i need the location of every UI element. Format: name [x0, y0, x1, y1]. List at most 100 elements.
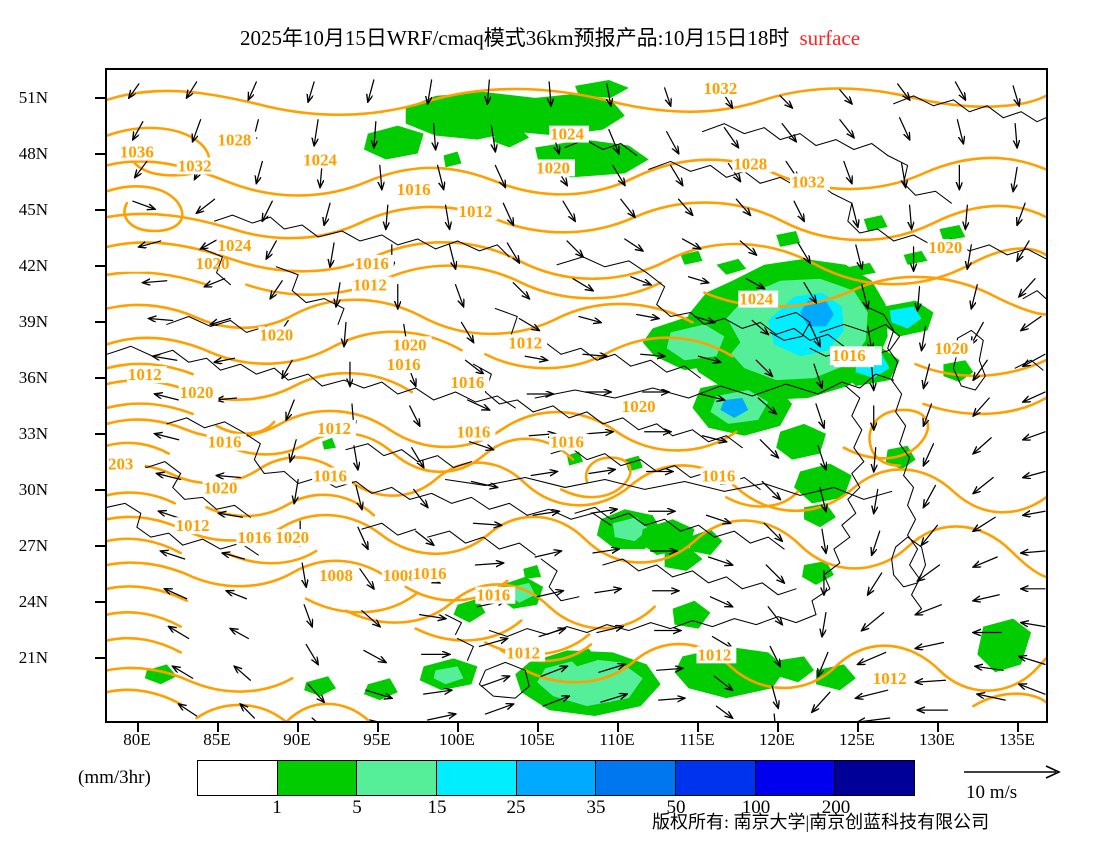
x-tick-mark [217, 723, 219, 732]
svg-text:1012: 1012 [506, 643, 540, 662]
y-tick-label: 42N [18, 256, 48, 275]
y-tick-label: 36N [18, 368, 48, 387]
y-tick-mark [95, 545, 105, 547]
y-tick-label: 51N [18, 88, 48, 107]
y-tick-label: 27N [18, 536, 48, 555]
x-tick-mark [617, 723, 619, 732]
svg-text:1016: 1016 [397, 180, 431, 199]
x-tick-label: 85E [203, 730, 231, 749]
y-tick-mark [95, 489, 105, 491]
svg-text:1032: 1032 [791, 172, 825, 191]
x-tick-label: 120E [759, 730, 795, 749]
x-tick-mark [457, 723, 459, 732]
precipitation-layer [144, 79, 1032, 717]
svg-text:1012: 1012 [697, 645, 731, 664]
y-tick-mark [95, 153, 105, 155]
colorbar-segment-1 [277, 761, 358, 795]
svg-text:1028: 1028 [733, 154, 767, 173]
y-tick-mark [95, 377, 105, 379]
colorbar-tick-label: 15 [427, 797, 447, 818]
svg-text:1016: 1016 [237, 528, 271, 547]
x-tick-label: 125E [839, 730, 875, 749]
x-tick-mark [297, 723, 299, 732]
chart-title: 2025年10月15日WRF/cmaq模式36km预报产品:10月15日18时 s… [0, 22, 1100, 52]
x-tick-label: 95E [363, 730, 391, 749]
colorbar-tick-label: 1 [272, 797, 282, 818]
x-tick-mark [137, 723, 139, 732]
svg-text:1020: 1020 [929, 238, 963, 257]
colorbar-segment-8 [835, 761, 915, 795]
weather-map-canvas: 1036 1032 1028 1024 1016 1024 1032 1020 … [107, 79, 1046, 721]
y-tick-label: 39N [18, 312, 48, 331]
svg-text:1016: 1016 [457, 423, 491, 442]
colorbar-segment-4 [516, 761, 597, 795]
y-tick-mark [95, 601, 105, 603]
x-tick-mark [537, 723, 539, 732]
svg-text:1036: 1036 [120, 142, 154, 161]
svg-text:1024: 1024 [303, 150, 337, 169]
x-tick-label: 110E [599, 730, 635, 749]
svg-text:1016: 1016 [208, 433, 242, 452]
svg-text:1032: 1032 [178, 156, 212, 175]
svg-text:1020: 1020 [393, 335, 427, 354]
y-tick-mark [95, 321, 105, 323]
wind-reference-arrow [960, 763, 1070, 781]
svg-text:1020: 1020 [204, 478, 238, 497]
x-tick-label: 100E [439, 730, 475, 749]
svg-text:1016: 1016 [451, 373, 485, 392]
colorbar-tick-label: 35 [586, 797, 606, 818]
map-plot-area: 1036 1032 1028 1024 1016 1024 1032 1020 … [105, 68, 1048, 723]
colorbar-segment-3 [437, 761, 517, 795]
y-tick-mark [95, 265, 105, 267]
x-tick-mark [937, 723, 939, 732]
svg-text:1012: 1012 [459, 202, 493, 221]
x-tick-mark [377, 723, 379, 732]
x-tick-label: 90E [283, 730, 311, 749]
colorbar-tick-label: 100 [741, 797, 771, 818]
copyright-notice: 版权所有: 南京大学|南京创蓝科技有限公司 [652, 812, 990, 832]
x-tick-mark [697, 723, 699, 732]
svg-text:1008: 1008 [319, 566, 353, 585]
y-tick-label: 30N [18, 480, 48, 499]
svg-text:1016: 1016 [355, 254, 389, 273]
y-tick-label: 33N [18, 424, 48, 443]
svg-text:1012: 1012 [508, 333, 542, 352]
svg-text:1016: 1016 [313, 466, 347, 485]
arrow-right-icon [964, 765, 1061, 779]
y-tick-mark [95, 657, 105, 659]
x-tick-label: 135E [999, 730, 1035, 749]
svg-text:1032: 1032 [703, 79, 737, 98]
svg-text:1016: 1016 [701, 466, 735, 485]
colorbar-segment-0 [198, 761, 278, 795]
svg-text:1008: 1008 [383, 566, 417, 585]
x-tick-label: 105E [519, 730, 555, 749]
y-tick-label: 45N [18, 200, 48, 219]
svg-text:1016: 1016 [550, 433, 584, 452]
wind-reference-label: 10 m/s [966, 782, 1018, 803]
y-tick-label: 21N [18, 648, 48, 667]
colorbar-tick-label: 5 [352, 797, 362, 818]
x-tick-mark [1017, 723, 1019, 732]
svg-text:1024: 1024 [739, 290, 773, 309]
svg-text:1020: 1020 [180, 383, 214, 402]
title-main-text: 2025年10月15日WRF/cmaq模式36km预报产品:10月15日18时 [239, 26, 790, 50]
y-tick-mark [95, 209, 105, 211]
svg-text:1020: 1020 [196, 254, 230, 273]
colorbar-segment-7 [755, 761, 836, 795]
svg-text:1016: 1016 [387, 355, 421, 374]
colorbar-unit-label: (mm/3hr) [78, 767, 151, 788]
svg-text:1024: 1024 [550, 125, 584, 144]
y-tick-label: 24N [18, 592, 48, 611]
svg-text:1016: 1016 [832, 346, 866, 365]
x-tick-label: 80E [123, 730, 151, 749]
svg-text:1020: 1020 [536, 158, 570, 177]
svg-text:1020: 1020 [934, 339, 968, 358]
contour-label-layer: 1036 1032 1028 1024 1016 1024 1032 1020 … [107, 79, 974, 688]
y-tick-mark [95, 97, 105, 99]
svg-text:1020: 1020 [275, 528, 309, 547]
svg-text:1012: 1012 [317, 419, 351, 438]
y-tick-mark [95, 433, 105, 435]
svg-text:1020: 1020 [622, 397, 656, 416]
svg-text:1012: 1012 [128, 365, 162, 384]
x-tick-label: 130E [919, 730, 955, 749]
